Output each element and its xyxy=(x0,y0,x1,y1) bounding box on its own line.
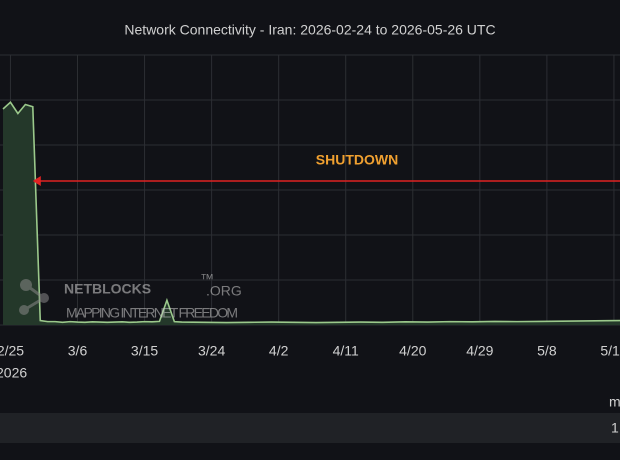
x-tick-label: 4/20 xyxy=(399,343,426,359)
logo-line xyxy=(25,283,45,300)
x-tick-label: 3/6 xyxy=(68,343,88,359)
plot: SHUTDOWN xyxy=(2,101,620,325)
x-tick-label: 4/2 xyxy=(269,343,289,359)
grid xyxy=(0,54,620,326)
legend-cell: 1 xyxy=(611,420,619,436)
watermark-suffix: .ORG xyxy=(206,283,242,299)
x-tick-label: 3/15 xyxy=(131,343,158,359)
series-line xyxy=(2,101,620,324)
annotation-arrowhead xyxy=(32,176,41,186)
x-year-label: 2026 xyxy=(0,365,27,381)
logo-line xyxy=(23,296,45,312)
x-axis: 2/25 3/6 3/15 3/24 4/2 4/11 4/20 4/29 5/8 5/17 xyxy=(0,343,620,359)
x-tick-label: 3/24 xyxy=(198,343,225,359)
legend-row xyxy=(0,413,620,443)
watermark-brand: NETBLOCKS xyxy=(64,281,151,297)
x-tick-label: 2/25 xyxy=(0,343,24,359)
chart-title: Network Connectivity - Iran: 2026-02-24 … xyxy=(124,22,495,38)
watermark-tm: ™ xyxy=(200,271,214,287)
watermark: NETBLOCKS ™ .ORG MAPPING INTERNET FREEDO… xyxy=(19,271,242,321)
x-tick-label: 4/29 xyxy=(466,343,493,359)
legend-header[interactable]: m xyxy=(609,394,620,410)
annotation-label: SHUTDOWN xyxy=(316,152,398,168)
x-tick-label: 5/17 xyxy=(600,343,620,359)
x-tick-label: 5/8 xyxy=(537,343,557,359)
x-tick-label: 4/11 xyxy=(333,343,359,359)
watermark-tagline: MAPPING INTERNET FREEDOM xyxy=(66,305,238,321)
